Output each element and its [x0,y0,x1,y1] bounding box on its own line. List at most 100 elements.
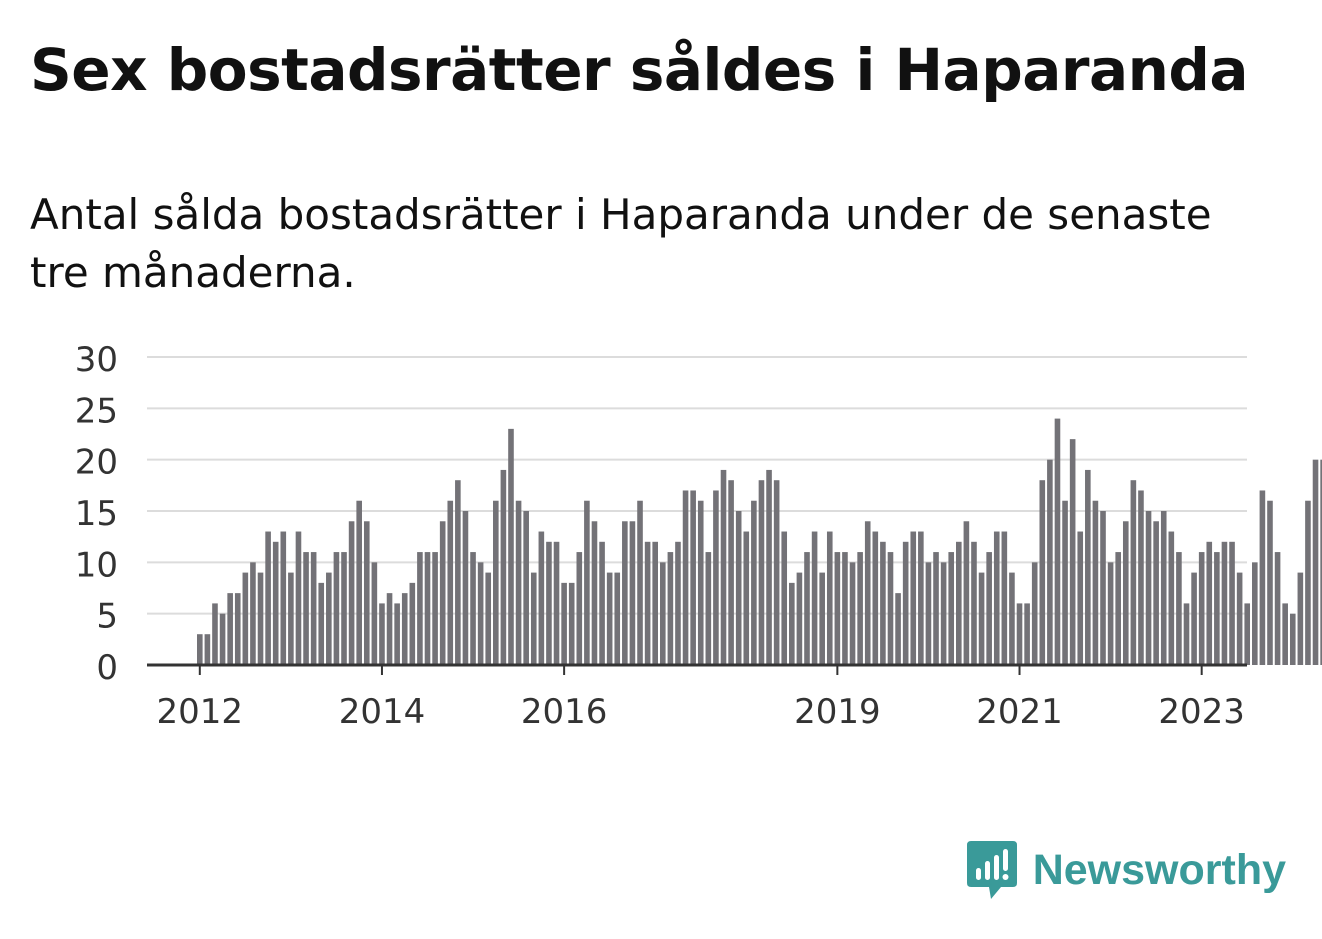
bar [561,582,567,665]
bar [842,552,848,665]
bar [637,500,643,665]
bar [849,562,856,665]
bar [811,531,818,665]
y-tick-label: 10 [75,545,118,585]
bar [978,572,985,665]
bar [644,541,651,665]
bar [219,613,226,665]
bar [1214,552,1220,665]
bar [766,469,772,665]
bar [546,541,552,665]
bar [925,562,932,665]
y-axis-ticks: 0 5 10 15 20 25 30 [75,340,118,688]
bar [864,521,871,665]
bar [667,552,674,665]
bar [1122,521,1129,665]
bar [1047,459,1053,665]
y-tick-label: 0 [96,648,118,688]
bar [1191,572,1197,665]
bar [690,490,696,665]
bar [743,531,750,665]
bar [902,541,909,665]
bar [280,531,287,665]
bar [652,541,658,665]
bar [379,603,385,665]
bar [971,541,977,665]
bar [675,541,681,665]
bar [819,572,825,665]
bar [1312,459,1319,665]
bar [1153,521,1159,665]
bar [1085,469,1091,665]
x-tick-label: 2012 [157,692,244,732]
chart-title: Sex bostadsrätter såldes i Haparanda [30,36,1249,104]
bar [1069,439,1076,665]
bar [1236,572,1243,665]
bar [1289,613,1296,665]
bar [1176,552,1182,665]
bar [857,552,863,665]
bar [485,572,492,665]
brand-name: Newsworthy [1032,845,1286,894]
bar [424,552,431,665]
bar [197,634,203,665]
bar [1297,572,1304,665]
bar [1183,603,1190,665]
newsworthy-logo-icon [966,841,1017,899]
bar [1100,511,1106,665]
bar [1145,511,1152,665]
bar [1168,531,1175,665]
bar [1009,572,1015,665]
x-axis-ticks: 2012201420162019202120232025 [157,665,1245,732]
bar [1092,500,1099,665]
bar [515,500,522,665]
bar [720,469,727,665]
bar [310,552,317,665]
x-tick-label: 2021 [976,692,1063,732]
bar [348,521,355,665]
bar [880,541,886,665]
bar [584,500,590,665]
bar [1160,511,1167,665]
bar [363,521,370,665]
bar [1305,500,1311,665]
bar [295,531,302,665]
bar [948,552,955,665]
bar [493,500,499,665]
y-tick-label: 5 [96,597,118,637]
bar [622,521,628,665]
bar [508,428,514,665]
bar [303,552,309,665]
bar [1198,552,1205,665]
bar [1077,531,1084,665]
bar [257,572,264,665]
bar [606,572,613,665]
bar [895,593,901,665]
bar [462,511,469,665]
bar [1229,541,1235,665]
bar [1252,562,1258,665]
bar [204,634,211,665]
bar [1115,552,1121,665]
bars [197,418,1322,665]
bar [1138,490,1144,665]
bar [697,500,704,665]
y-tick-label: 20 [75,443,118,483]
bar [1320,459,1322,665]
bar [265,531,271,665]
bar [1282,603,1288,665]
bar [1221,541,1228,665]
bar [986,552,992,665]
bar [887,552,894,665]
bar [804,552,810,665]
bar [735,511,742,665]
bar [910,531,917,665]
bar [212,603,218,665]
bar [1054,418,1061,665]
bar [447,500,454,665]
bar [956,541,962,665]
bar [1031,562,1038,665]
bar [1039,480,1046,665]
bar [470,552,476,665]
bar [599,541,605,665]
